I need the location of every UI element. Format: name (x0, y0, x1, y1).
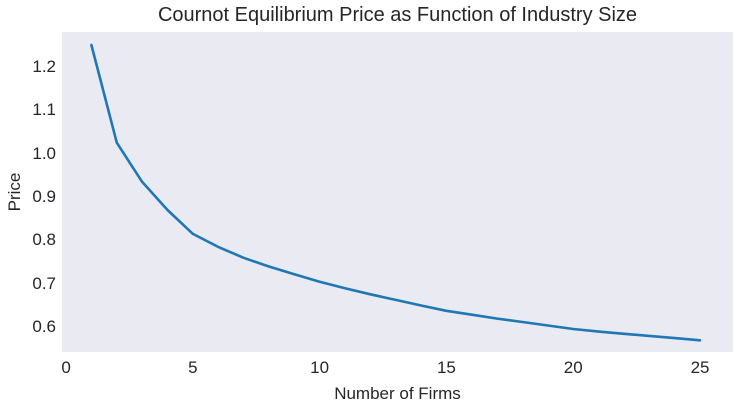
x-tick-label: 25 (690, 358, 710, 377)
y-tick-label: 0.6 (32, 317, 56, 337)
y-tick-label: 0.8 (32, 230, 56, 250)
price-line-series (90, 43, 702, 342)
x-tick-label: 5 (188, 358, 198, 377)
chart-title: Cournot Equilibrium Price as Function of… (157, 4, 638, 26)
x-tick-label: 10 (310, 358, 330, 377)
y-tick-label: 1.2 (32, 56, 56, 76)
y-tick-label: 0.7 (32, 273, 56, 293)
x-tick-label: 15 (436, 358, 456, 377)
y-tick-label: 0.9 (32, 186, 56, 206)
y-axis-label: Price (5, 172, 24, 212)
plot-background (62, 32, 733, 352)
x-axis-label: Number of Firms (334, 384, 461, 403)
plot-canvas (62, 32, 733, 352)
y-tick-label: 1.1 (32, 100, 56, 120)
y-tick-label: 1.0 (32, 143, 56, 163)
x-tick-label: 20 (563, 358, 583, 377)
plot-area (62, 32, 733, 352)
x-tick-label: 0 (61, 358, 71, 377)
